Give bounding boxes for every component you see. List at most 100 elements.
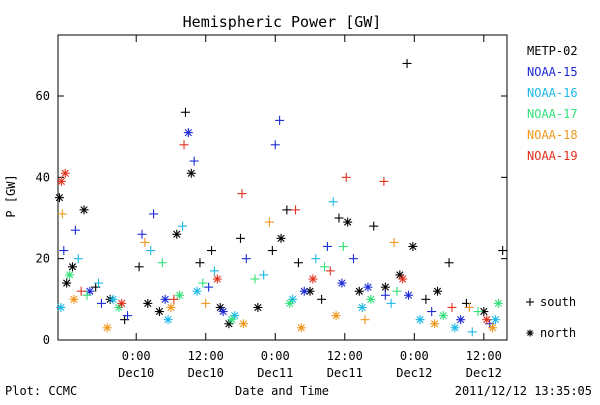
- data-point-noaa-18-south: [360, 315, 370, 325]
- legend-entry-noaa-15: NOAA-15: [527, 65, 578, 79]
- data-point-noaa-16-south: [94, 278, 104, 288]
- data-point-noaa-17-south: [198, 278, 208, 288]
- x-tick-time-label: 0:00: [261, 349, 290, 363]
- data-point-noaa-15-south: [348, 254, 358, 264]
- data-point-metp-02-north: [479, 307, 489, 317]
- data-point-noaa-19-south: [179, 140, 189, 150]
- data-point-noaa-17-north: [227, 315, 237, 325]
- data-point-metp-02-north: [62, 278, 72, 288]
- marker-key-north-label: north: [540, 326, 576, 340]
- data-point-noaa-16-north: [288, 294, 298, 304]
- y-axis-label: P [GW]: [4, 174, 18, 217]
- data-point-noaa-16-north: [192, 286, 202, 296]
- data-point-noaa-18-south: [389, 237, 399, 247]
- data-point-noaa-16-south: [178, 221, 188, 231]
- data-point-noaa-18-south: [57, 209, 67, 219]
- data-point-noaa-16-north: [163, 315, 173, 325]
- data-point-noaa-16-north: [450, 323, 460, 333]
- y-tick-label: 20: [36, 252, 50, 266]
- data-point-noaa-19-north: [56, 176, 66, 186]
- marker-key-north-symbol: [526, 329, 534, 337]
- data-point-noaa-17-south: [338, 241, 348, 251]
- data-point-noaa-16-south: [386, 298, 396, 308]
- data-point-noaa-19-south: [169, 294, 179, 304]
- data-point-noaa-16-north: [490, 315, 500, 325]
- data-point-metp-02-south: [207, 246, 217, 256]
- y-tick-label: 0: [43, 333, 50, 347]
- data-point-noaa-16-north: [415, 315, 425, 325]
- data-point-noaa-15-south: [59, 246, 69, 256]
- x-tick-date-label: Dec10: [118, 366, 154, 380]
- data-point-noaa-15-north: [183, 128, 193, 138]
- data-point-metp-02-south: [180, 107, 190, 117]
- data-point-noaa-16-south: [467, 327, 477, 337]
- data-point-noaa-19-south: [291, 205, 301, 215]
- marker-key-south-label: south: [540, 295, 576, 309]
- data-point-noaa-15-north: [160, 294, 170, 304]
- data-point-metp-02-north: [408, 241, 418, 251]
- x-tick-date-label: Dec10: [188, 366, 224, 380]
- axis-ticks: 0 20 40 60 0:00 Dec10 12:00 Dec10 0:00 Dec11 12:00…: [36, 35, 507, 380]
- data-point-noaa-15-south: [270, 140, 280, 150]
- x-tick-date-label: Dec11: [257, 366, 293, 380]
- data-point-noaa-15-north: [456, 315, 466, 325]
- data-point-noaa-15-south: [322, 241, 332, 251]
- data-point-noaa-19-north: [482, 315, 492, 325]
- data-point-noaa-16-south: [209, 266, 219, 276]
- data-point-metp-02-south: [369, 221, 379, 231]
- chart-title: Hemispheric Power [GW]: [183, 13, 382, 31]
- data-point-noaa-19-north: [212, 274, 222, 284]
- x-tick-time-label: 0:00: [122, 349, 151, 363]
- data-point-noaa-15-north: [337, 278, 347, 288]
- data-point-noaa-18-north: [69, 294, 79, 304]
- data-point-metp-02-north: [432, 286, 442, 296]
- marker-key-south-symbol: [526, 298, 534, 306]
- data-point-noaa-17-north: [493, 298, 503, 308]
- data-point-metp-02-north: [276, 233, 286, 243]
- data-point-metp-02-south: [317, 294, 327, 304]
- footer-credit: Plot: CCMC: [5, 384, 77, 398]
- data-point-noaa-19-north: [60, 168, 70, 178]
- data-point-noaa-15-south: [70, 225, 80, 235]
- data-point-noaa-19-south: [447, 302, 457, 312]
- data-point-noaa-17-south: [82, 290, 92, 300]
- data-point-noaa-18-north: [296, 323, 306, 333]
- data-point-noaa-16-south: [259, 270, 269, 280]
- data-point-noaa-19-north: [117, 298, 127, 308]
- data-point-metp-02-south: [402, 58, 412, 68]
- data-point-noaa-19-south: [379, 176, 389, 186]
- x-tick-date-label: Dec11: [327, 366, 363, 380]
- data-point-noaa-17-south: [157, 258, 167, 268]
- data-point-metp-02-south: [267, 246, 277, 256]
- data-point-noaa-17-north: [114, 302, 124, 312]
- data-point-noaa-17-south: [250, 274, 260, 284]
- data-point-noaa-16-south: [328, 197, 338, 207]
- data-point-noaa-18-south: [264, 217, 274, 227]
- data-point-metp-02-north: [67, 262, 77, 272]
- data-point-noaa-17-south: [320, 262, 330, 272]
- data-points: [54, 58, 508, 337]
- y-tick-label: 40: [36, 170, 50, 184]
- data-point-noaa-16-south: [311, 254, 321, 264]
- y-tick-label: 60: [36, 89, 50, 103]
- data-point-noaa-17-north: [175, 290, 185, 300]
- data-point-noaa-16-north: [108, 294, 118, 304]
- data-point-noaa-18-north: [488, 323, 498, 333]
- data-point-metp-02-south: [293, 258, 303, 268]
- data-point-noaa-15-north: [404, 290, 414, 300]
- data-point-noaa-18-north: [430, 319, 440, 329]
- data-point-noaa-16-south: [73, 254, 83, 264]
- data-point-noaa-15-north: [363, 282, 373, 292]
- data-point-noaa-18-north: [102, 323, 112, 333]
- plot-frame: [57, 34, 508, 341]
- data-point-noaa-16-south: [146, 246, 156, 256]
- data-point-noaa-19-south: [237, 189, 247, 199]
- data-point-noaa-18-south: [140, 237, 150, 247]
- data-point-noaa-19-north: [398, 274, 408, 284]
- data-point-noaa-16-north: [357, 302, 367, 312]
- data-point-noaa-15-south: [380, 290, 390, 300]
- data-point-metp-02-south: [195, 258, 205, 268]
- data-point-noaa-17-south: [392, 286, 402, 296]
